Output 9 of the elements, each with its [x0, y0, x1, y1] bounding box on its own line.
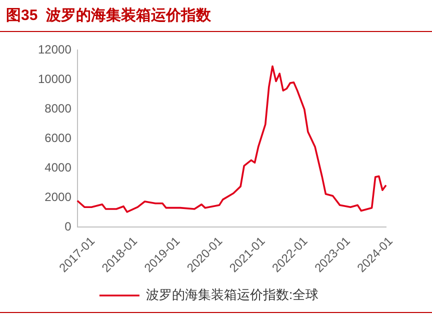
y-tick-label: 4000 [44, 160, 72, 174]
y-tick-label: 2000 [44, 190, 72, 204]
y-tick-label: 10000 [38, 72, 72, 86]
chart-title: 图35 波罗的海集装箱运价指数 [0, 0, 432, 32]
y-tick-label: 8000 [44, 101, 72, 116]
y-tick-label: 0 [64, 219, 72, 234]
y-tick-label: 12000 [38, 42, 72, 56]
legend-label: 波罗的海集装箱运价指数:全球 [146, 287, 319, 302]
y-tick-label: 6000 [44, 130, 72, 145]
